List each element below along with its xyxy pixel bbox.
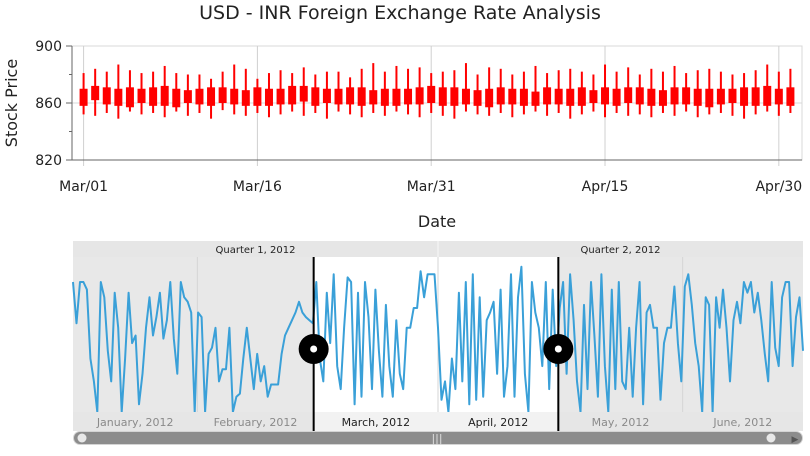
candle-body <box>137 88 146 103</box>
chart-title: USD - INR Foreign Exchange Rate Analysis <box>199 2 601 24</box>
candle-body <box>508 88 517 105</box>
scrollbar-right-handle[interactable] <box>766 433 776 443</box>
candle-body <box>415 87 424 105</box>
candle-body <box>79 88 88 106</box>
candle-body <box>658 90 667 106</box>
candle-body <box>102 87 111 105</box>
candle-body <box>149 87 158 106</box>
candle-body <box>438 87 447 106</box>
candle-body <box>264 88 273 106</box>
candle-body <box>357 87 366 106</box>
candle-body <box>160 85 169 106</box>
candle-body <box>380 88 389 106</box>
x-tick-label: Apr/30 <box>755 179 802 195</box>
y-axis-title: Stock Price <box>2 59 21 147</box>
candle-body <box>450 87 459 106</box>
candle-body <box>554 88 563 105</box>
candle-body <box>635 87 644 105</box>
candle-body <box>473 90 482 106</box>
candle-body <box>427 85 436 103</box>
candle-body <box>589 90 598 103</box>
x-tick-label: Mar/31 <box>407 179 456 195</box>
scrollbar-right-arrow-icon[interactable]: ▶ <box>792 435 799 445</box>
candle-body <box>682 87 691 105</box>
candle-body <box>740 87 749 106</box>
candle-body <box>577 87 586 106</box>
candle-body <box>299 85 308 102</box>
x-tick-label: Apr/15 <box>582 179 629 195</box>
candle-body <box>601 87 610 105</box>
candle-body <box>763 85 772 106</box>
candle-body <box>334 88 343 105</box>
month-label: February, 2012 <box>214 416 298 429</box>
candle-body <box>531 91 540 106</box>
y-tick-label: 820 <box>35 153 62 169</box>
candle-body <box>728 88 737 103</box>
candle-body <box>322 88 331 103</box>
candle-body <box>183 90 192 103</box>
candlestick-chart: 820 860 900 Mar/01 Mar/16 Mar/31 Apr/15 Apr/30 D… <box>2 39 803 231</box>
candle-body <box>566 88 575 106</box>
candle-body <box>670 87 679 105</box>
candle-body <box>311 87 320 106</box>
candle-body <box>496 87 505 105</box>
candle-body <box>519 88 528 106</box>
candle-body <box>207 87 216 106</box>
quarter-label: Quarter 2, 2012 <box>581 245 661 256</box>
candle-body <box>404 88 413 105</box>
candle-body <box>774 88 783 105</box>
candle-body <box>612 88 621 106</box>
month-label: April, 2012 <box>468 416 528 429</box>
candle-body <box>218 87 227 103</box>
candle-body <box>624 87 633 103</box>
candle-body <box>172 88 181 108</box>
candle-body <box>705 88 714 108</box>
x-tick-label: Mar/01 <box>59 179 108 195</box>
candle-body <box>114 88 123 106</box>
candle-body <box>716 88 725 105</box>
range-navigator[interactable]: Quarter 1, 2012 Quarter 2, 2012 January, 2… <box>0 235 810 456</box>
candle-body <box>751 87 760 106</box>
candle-body <box>485 88 494 108</box>
month-label: March, 2012 <box>342 416 411 429</box>
candle-body <box>693 88 702 106</box>
candle-body <box>647 88 656 106</box>
candle-body <box>91 85 100 101</box>
candle-body <box>230 88 239 105</box>
month-label: January, 2012 <box>96 416 174 429</box>
month-strip-selected <box>313 412 559 431</box>
y-tick-label: 900 <box>35 39 62 55</box>
month-label: May, 2012 <box>592 416 650 429</box>
candle-body <box>195 88 204 105</box>
thumb-grip-dot <box>554 345 562 353</box>
candle-body <box>392 88 401 106</box>
x-tick-label: Mar/16 <box>233 179 282 195</box>
candle-body <box>461 88 470 105</box>
candle-body <box>346 87 355 105</box>
candle-body <box>276 88 285 105</box>
scrollbar-thumb[interactable] <box>74 432 802 444</box>
month-label: June, 2012 <box>712 416 772 429</box>
y-tick-label: 860 <box>35 96 62 112</box>
candle-body <box>543 87 552 105</box>
candle-body <box>125 87 134 108</box>
scrollbar-left-handle[interactable] <box>77 433 87 443</box>
quarter-label: Quarter 1, 2012 <box>216 245 296 256</box>
x-axis-title: Date <box>418 212 456 231</box>
thumb-grip-dot <box>310 345 318 353</box>
candle-body <box>369 90 378 105</box>
candle-body <box>241 90 250 106</box>
candle-body <box>288 85 297 105</box>
candle-body <box>253 87 262 106</box>
candle-body <box>786 87 795 106</box>
scrollbar-grip-icon: ||| <box>431 432 442 445</box>
